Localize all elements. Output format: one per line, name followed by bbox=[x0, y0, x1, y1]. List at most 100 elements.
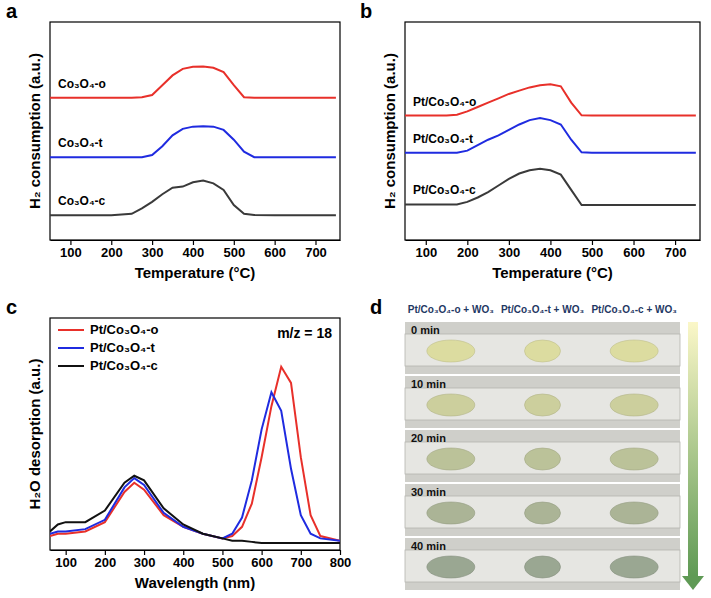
x-tick-label: 600 bbox=[251, 555, 273, 570]
plot-frame bbox=[50, 22, 340, 240]
x-tick-label: 300 bbox=[134, 555, 156, 570]
series-line bbox=[50, 126, 336, 157]
plot-frame bbox=[405, 22, 700, 240]
x-tick-label: 500 bbox=[223, 245, 245, 260]
x-tick: 700 bbox=[290, 550, 312, 570]
legend-swatch bbox=[58, 365, 84, 367]
series-line bbox=[50, 367, 340, 541]
y-axis-title: H₂O desorption (a.u.) bbox=[26, 359, 43, 510]
series-line bbox=[405, 84, 696, 115]
photo-panel: dPt/Co₃O₄-o + WO₃Pt/Co₃O₄-t + WO₃Pt/Co₃O… bbox=[370, 296, 704, 590]
x-tick: 700 bbox=[665, 240, 687, 260]
series-label: Co₃O₄-t bbox=[58, 136, 103, 150]
powder bbox=[427, 394, 475, 416]
x-tick-label: 400 bbox=[183, 245, 205, 260]
series-line bbox=[405, 169, 696, 205]
x-tick: 200 bbox=[457, 240, 479, 260]
x-tick: 400 bbox=[173, 550, 195, 570]
x-tick-label: 600 bbox=[623, 245, 645, 260]
panel-label: b bbox=[360, 0, 372, 22]
photo-background bbox=[405, 376, 680, 428]
x-tick: 400 bbox=[183, 240, 205, 260]
x-tick: 300 bbox=[142, 240, 164, 260]
series-label: Co₃O₄-o bbox=[58, 77, 106, 91]
photo-background bbox=[405, 538, 680, 590]
powder bbox=[525, 448, 561, 470]
x-tick: 100 bbox=[55, 550, 77, 570]
x-tick-label: 700 bbox=[305, 245, 327, 260]
powder bbox=[610, 340, 658, 362]
y-axis-title: H₂ consumption (a.u.) bbox=[381, 53, 398, 209]
x-tick-label: 100 bbox=[415, 245, 437, 260]
powder bbox=[525, 556, 561, 578]
x-axis-title: Temperature (°C) bbox=[135, 264, 256, 281]
row-label: 10 min bbox=[411, 378, 446, 390]
axis-line bbox=[406, 240, 701, 241]
labels: Pt/Co₃O₄-oPt/Co₃O₄-tPt/Co₃O₄-cm/z = 18 bbox=[58, 322, 332, 373]
x-tick-label: 200 bbox=[95, 555, 117, 570]
powder bbox=[610, 556, 658, 578]
tube bbox=[405, 550, 680, 582]
powder bbox=[525, 502, 561, 524]
axis-line bbox=[51, 550, 341, 551]
powder bbox=[610, 448, 658, 470]
x-tick-label: 700 bbox=[665, 245, 687, 260]
x-tick: 300 bbox=[134, 550, 156, 570]
x-tick: 100 bbox=[415, 240, 437, 260]
x-tick-label: 600 bbox=[264, 245, 286, 260]
powder bbox=[610, 394, 658, 416]
x-tick: 600 bbox=[251, 550, 273, 570]
plot-area bbox=[50, 66, 336, 215]
x-axis: 100 200 300 400 500 600 700 bbox=[406, 240, 701, 260]
x-axis: 100 200 300 400 500 600 700 bbox=[51, 240, 341, 260]
panel: a 100 200 300 400 500 600 700 Temperature (°C) H₂… bbox=[6, 0, 341, 281]
x-tick: 700 bbox=[305, 240, 327, 260]
x-tick: 500 bbox=[582, 240, 604, 260]
x-tick-label: 800 bbox=[330, 555, 352, 570]
x-tick-label: 300 bbox=[499, 245, 521, 260]
x-tick: 400 bbox=[540, 240, 562, 260]
legend-label: Pt/Co₃O₄-t bbox=[90, 340, 156, 355]
x-tick-label: 500 bbox=[582, 245, 604, 260]
x-tick-label: 100 bbox=[60, 245, 82, 260]
tube bbox=[405, 496, 680, 528]
photo-background bbox=[405, 430, 680, 482]
powder bbox=[427, 340, 475, 362]
column-head: Pt/Co₃O₄-c + WO₃ bbox=[591, 304, 677, 315]
photo-background bbox=[405, 322, 680, 374]
x-tick: 200 bbox=[95, 550, 117, 570]
x-tick-label: 700 bbox=[290, 555, 312, 570]
column-head: Pt/Co₃O₄-t + WO₃ bbox=[501, 304, 585, 315]
powder bbox=[610, 502, 658, 524]
legend-swatch bbox=[58, 329, 84, 331]
powder bbox=[427, 448, 475, 470]
x-tick-label: 100 bbox=[55, 555, 77, 570]
x-tick: 800 bbox=[330, 550, 352, 570]
powder bbox=[525, 340, 561, 362]
panel-label: a bbox=[6, 0, 18, 22]
series-label: Pt/Co₃O₄-c bbox=[413, 183, 476, 197]
x-tick: 200 bbox=[101, 240, 123, 260]
column-head: Pt/Co₃O₄-o + WO₃ bbox=[408, 304, 494, 315]
series-label: Pt/Co₃O₄-t bbox=[413, 132, 473, 146]
y-axis-title: H₂ consumption (a.u.) bbox=[26, 53, 43, 209]
photo-background bbox=[405, 484, 680, 536]
row-label: 40 min bbox=[411, 540, 446, 552]
axis-line bbox=[51, 240, 341, 241]
x-tick-label: 500 bbox=[212, 555, 234, 570]
plot-frame bbox=[50, 318, 340, 550]
legend-label: Pt/Co₃O₄-c bbox=[90, 358, 158, 373]
series-label: Co₃O₄-c bbox=[58, 194, 106, 208]
labels: Pt/Co₃O₄-oPt/Co₃O₄-tPt/Co₃O₄-c bbox=[413, 95, 476, 198]
panel-label: c bbox=[6, 296, 17, 318]
x-tick: 300 bbox=[499, 240, 521, 260]
series-line bbox=[405, 118, 696, 153]
x-tick-label: 200 bbox=[457, 245, 479, 260]
x-axis-title: Temperature (°C) bbox=[492, 264, 613, 281]
x-tick-label: 400 bbox=[173, 555, 195, 570]
powder bbox=[427, 502, 475, 524]
tube bbox=[405, 334, 680, 366]
x-tick-label: 300 bbox=[142, 245, 164, 260]
series-line bbox=[50, 180, 336, 215]
legend-label: Pt/Co₃O₄-o bbox=[90, 322, 159, 337]
